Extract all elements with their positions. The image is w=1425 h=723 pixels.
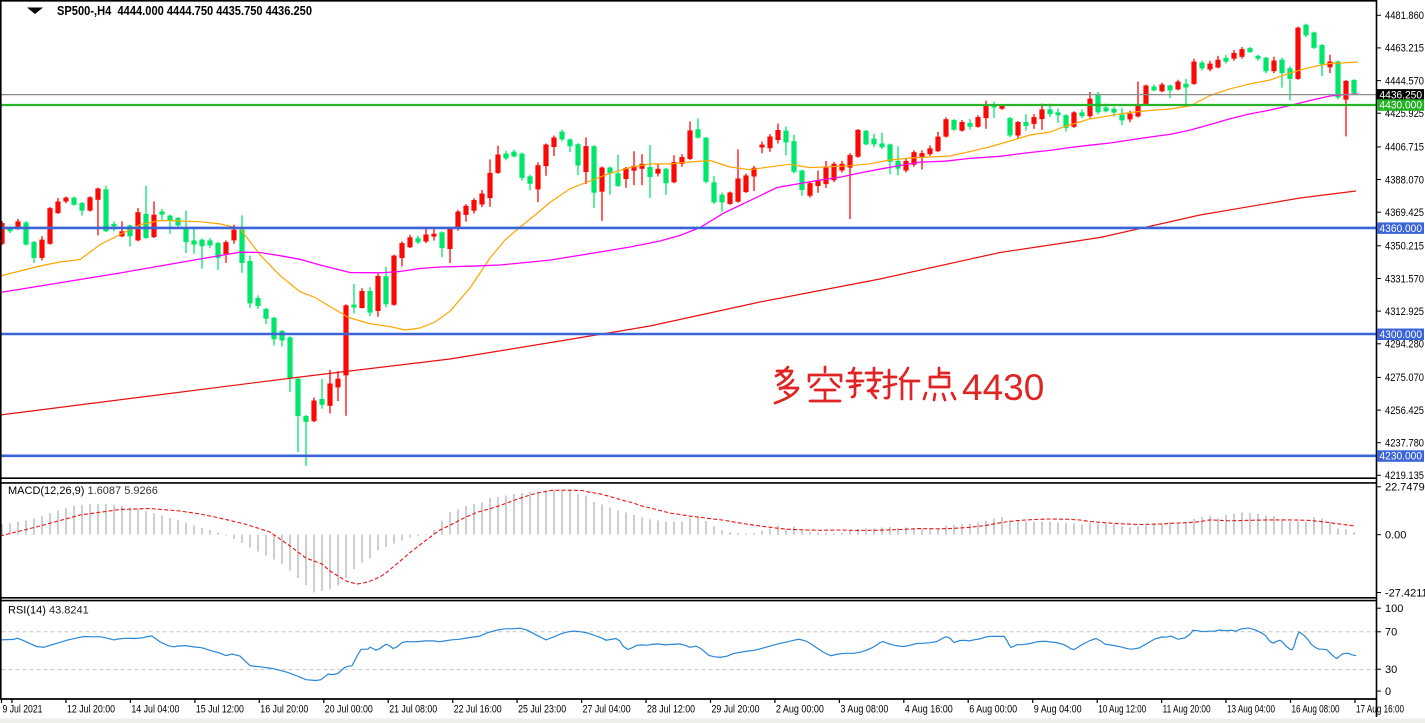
svg-text:4300.000: 4300.000 — [1380, 329, 1423, 341]
svg-text:16 Aug 08:00: 16 Aug 08:00 — [1292, 704, 1340, 716]
svg-text:17 Aug 16:00: 17 Aug 16:00 — [1356, 704, 1404, 716]
svg-text:28 Jul 12:00: 28 Jul 12:00 — [647, 704, 695, 716]
svg-text:4256.425: 4256.425 — [1385, 405, 1424, 417]
svg-text:-27.4211: -27.4211 — [1385, 587, 1425, 599]
svg-text:20 Jul 00:00: 20 Jul 00:00 — [325, 704, 373, 716]
svg-text:21 Jul 08:00: 21 Jul 08:00 — [389, 704, 437, 716]
svg-text:MACD(12,26,9) 1.6087 5.9266: MACD(12,26,9) 1.6087 5.9266 — [8, 485, 158, 497]
svg-text:4 Aug 16:00: 4 Aug 16:00 — [905, 704, 953, 716]
svg-text:11 Aug 20:00: 11 Aug 20:00 — [1163, 704, 1211, 716]
svg-text:6 Aug 00:00: 6 Aug 00:00 — [969, 704, 1017, 716]
svg-text:4388.070: 4388.070 — [1385, 174, 1424, 186]
svg-text:29 Jul 20:00: 29 Jul 20:00 — [712, 704, 760, 716]
svg-text:4294.280: 4294.280 — [1385, 339, 1424, 351]
svg-text:9 Aug 04:00: 9 Aug 04:00 — [1034, 704, 1082, 716]
svg-text:15 Jul 12:00: 15 Jul 12:00 — [196, 704, 244, 716]
svg-text:13 Aug 04:00: 13 Aug 04:00 — [1227, 704, 1275, 716]
svg-text:4312.925: 4312.925 — [1385, 306, 1424, 318]
svg-text:12 Jul 20:00: 12 Jul 20:00 — [67, 704, 115, 716]
svg-text:27 Jul 04:00: 27 Jul 04:00 — [583, 704, 631, 716]
svg-text:4237.780: 4237.780 — [1385, 438, 1424, 450]
svg-text:4436.250: 4436.250 — [1380, 90, 1423, 102]
svg-text:4369.425: 4369.425 — [1385, 207, 1424, 219]
svg-text:9 Jul 2021: 9 Jul 2021 — [3, 704, 43, 716]
svg-text:4425.925: 4425.925 — [1385, 108, 1424, 120]
svg-text:10 Aug 12:00: 10 Aug 12:00 — [1098, 704, 1146, 716]
svg-text:4275.070: 4275.070 — [1385, 372, 1424, 384]
svg-text:30: 30 — [1385, 664, 1397, 676]
svg-text:4360.000: 4360.000 — [1380, 223, 1423, 235]
svg-text:SP500-,H4 4444.000 4444.750 4: SP500-,H4 4444.000 4444.750 4435.750 443… — [57, 3, 312, 18]
svg-text:0: 0 — [1385, 686, 1391, 698]
svg-text:4406.715: 4406.715 — [1385, 142, 1424, 154]
svg-text:100: 100 — [1385, 603, 1403, 615]
svg-text:22.7479: 22.7479 — [1385, 482, 1425, 494]
svg-text:4430.000: 4430.000 — [1380, 100, 1423, 112]
svg-text:70: 70 — [1385, 627, 1397, 639]
svg-text:25 Jul 23:00: 25 Jul 23:00 — [518, 704, 566, 716]
svg-text:22 Jul 16:00: 22 Jul 16:00 — [454, 704, 502, 716]
svg-text:4219.135: 4219.135 — [1385, 470, 1424, 482]
svg-text:2 Aug 00:00: 2 Aug 00:00 — [776, 704, 824, 716]
svg-text:4350.215: 4350.215 — [1385, 241, 1424, 253]
svg-text:RSI(14) 43.8241: RSI(14) 43.8241 — [8, 605, 89, 617]
svg-text:0.00: 0.00 — [1385, 530, 1406, 542]
svg-text:14 Jul 04:00: 14 Jul 04:00 — [131, 704, 179, 716]
svg-text:4444.570: 4444.570 — [1385, 75, 1424, 87]
svg-text:3 Aug 08:00: 3 Aug 08:00 — [840, 704, 888, 716]
svg-text:4463.215: 4463.215 — [1385, 43, 1424, 55]
svg-text:16 Jul 20:00: 16 Jul 20:00 — [260, 704, 308, 716]
svg-text:4430: 4430 — [962, 367, 1044, 408]
svg-text:4481.860: 4481.860 — [1385, 10, 1424, 22]
svg-text:4230.000: 4230.000 — [1380, 451, 1423, 463]
svg-text:4331.570: 4331.570 — [1385, 273, 1424, 285]
